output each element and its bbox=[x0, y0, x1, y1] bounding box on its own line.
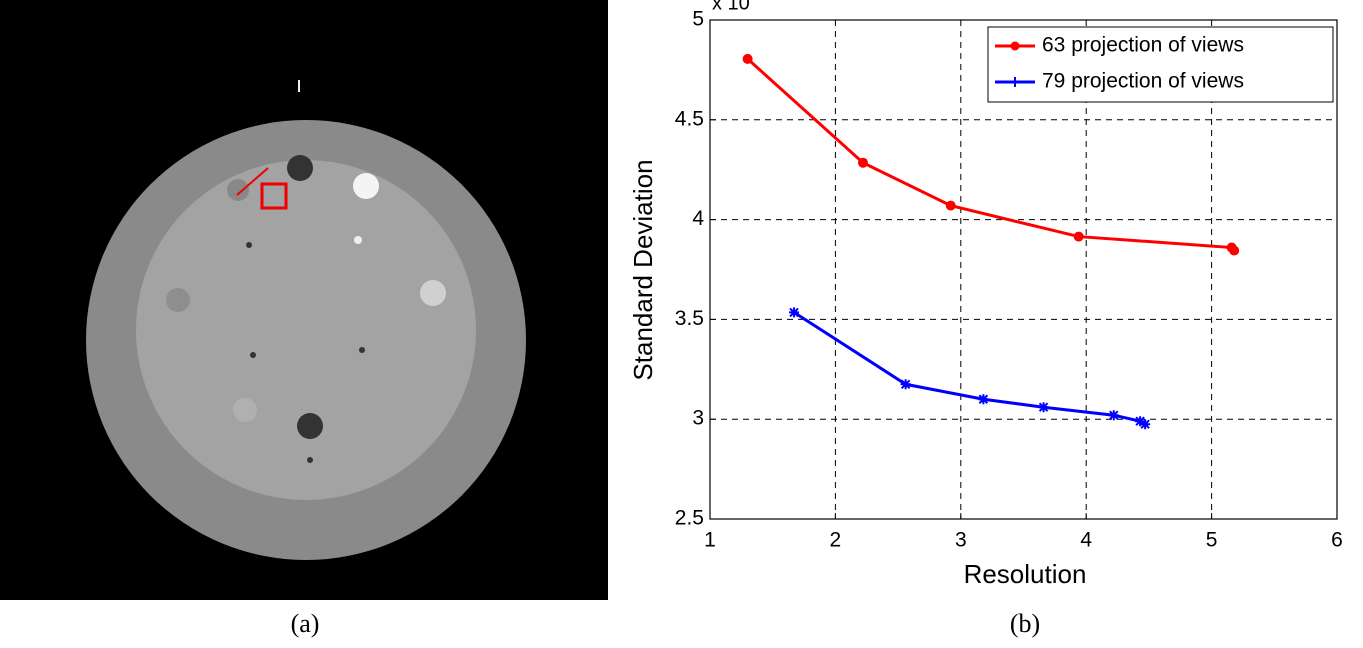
data-point bbox=[1039, 402, 1049, 412]
x-tick-label: 4 bbox=[1080, 529, 1092, 552]
image-caption: (a) bbox=[291, 609, 320, 638]
legend-marker bbox=[1011, 42, 1020, 51]
data-point bbox=[1140, 419, 1150, 429]
x-tick-label: 5 bbox=[1206, 529, 1218, 552]
y-tick-label: 3 bbox=[692, 407, 704, 430]
y-tick-label: 3.5 bbox=[675, 307, 704, 330]
exponent-label: x 10 bbox=[712, 0, 750, 14]
y-tick-label: 5 bbox=[692, 8, 704, 31]
x-tick-label: 6 bbox=[1331, 529, 1343, 552]
y-tick-label: 4 bbox=[692, 207, 704, 230]
ct-image bbox=[0, 0, 608, 600]
y-axis-label: Standard Deviation bbox=[628, 159, 658, 380]
data-point bbox=[1109, 410, 1119, 420]
y-tick-label: 4.5 bbox=[675, 107, 704, 130]
x-axis-label: Resolution bbox=[964, 559, 1087, 589]
x-tick-label: 1 bbox=[704, 529, 716, 552]
x-tick-label: 3 bbox=[955, 529, 967, 552]
data-point bbox=[978, 394, 988, 404]
chart-caption: (b) bbox=[1010, 609, 1040, 638]
data-point bbox=[1230, 246, 1239, 255]
data-point bbox=[901, 379, 911, 389]
x-tick-label: 2 bbox=[830, 529, 842, 552]
data-point bbox=[858, 158, 867, 167]
legend-label: 79 projection of views bbox=[1042, 70, 1244, 93]
legend-label: 63 projection of views bbox=[1042, 34, 1244, 57]
y-tick-label: 2.5 bbox=[675, 507, 704, 530]
data-point bbox=[946, 201, 955, 210]
data-point bbox=[789, 307, 799, 317]
data-point bbox=[1074, 232, 1083, 241]
figure: (a) (b) x 10 Resolution Standard Deviati… bbox=[0, 0, 1363, 643]
data-point bbox=[743, 54, 752, 63]
